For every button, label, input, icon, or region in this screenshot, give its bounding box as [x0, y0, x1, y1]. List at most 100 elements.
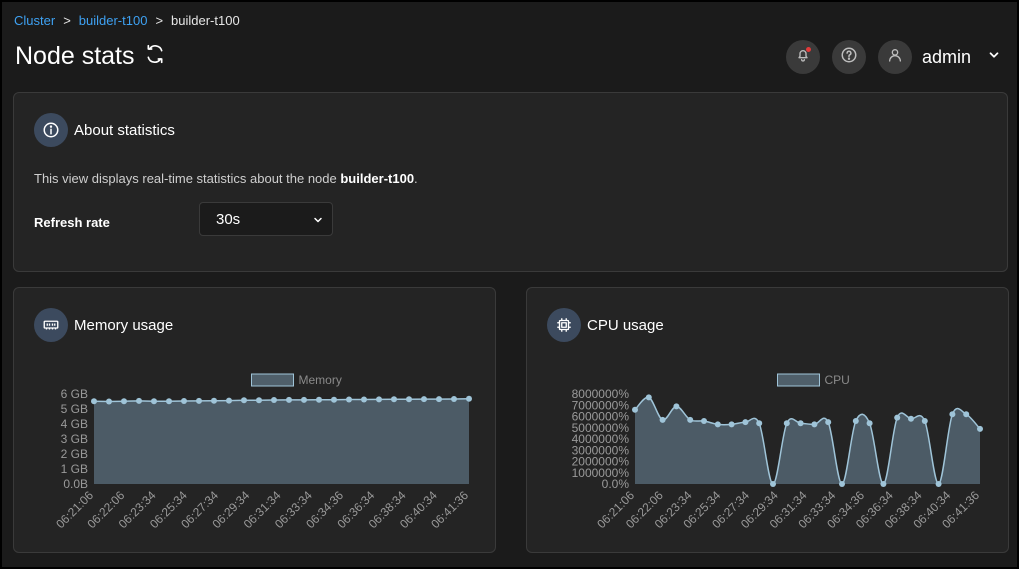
about-text-prefix: This view displays real-time statistics …	[34, 171, 341, 186]
data-point	[645, 394, 652, 401]
data-point	[106, 398, 112, 405]
data-point	[935, 481, 942, 487]
breadcrumb: Cluster > builder-t100 > builder-t100	[14, 13, 240, 28]
data-point	[811, 421, 818, 428]
memory-usage-card: Memory usage Memory 0.0B 1 GB 2 GB 3 GB 4 GB 5…	[13, 287, 496, 553]
header-actions: admin	[785, 40, 1001, 74]
y-tick-label: 3000000%	[572, 443, 630, 457]
data-point	[226, 397, 232, 404]
about-node-name: builder-t100	[340, 171, 415, 186]
refresh-rate-label: Refresh rate	[34, 215, 110, 230]
data-point	[166, 398, 172, 405]
data-point	[797, 420, 804, 427]
series-area	[635, 397, 980, 484]
chevron-down-icon[interactable]	[983, 48, 1001, 67]
page-title: Node stats	[15, 42, 135, 70]
data-point	[316, 396, 322, 403]
data-point	[714, 421, 721, 428]
help-icon	[840, 46, 858, 69]
data-point	[406, 396, 412, 403]
y-tick-label: 3 GB	[61, 432, 88, 446]
y-tick-label: 7000000%	[572, 398, 630, 412]
data-point	[866, 420, 873, 427]
legend-label: Memory	[299, 373, 342, 387]
data-point	[451, 395, 457, 402]
data-point	[361, 396, 367, 403]
cpu-usage-card: CPU usage CPU 0.0% 1000000% 2000000% 3000000…	[526, 287, 1009, 553]
data-point	[196, 397, 202, 404]
y-tick-label: 0.0%	[602, 477, 630, 491]
data-point	[121, 398, 127, 405]
y-tick-label: 5000000%	[572, 421, 630, 435]
y-tick-label: 0.0B	[63, 477, 88, 491]
data-point	[894, 414, 901, 421]
data-point	[852, 418, 859, 424]
data-point	[256, 397, 262, 404]
data-point	[286, 396, 292, 403]
breadcrumb-separator: >	[155, 13, 164, 28]
about-statistics-card: About statistics This view displays real…	[13, 92, 1008, 272]
y-tick-label: 4000000%	[572, 432, 630, 446]
data-point	[949, 411, 956, 418]
legend-label: CPU	[825, 373, 850, 387]
data-point	[136, 397, 142, 404]
data-point	[466, 395, 472, 402]
refresh-icon[interactable]	[145, 44, 165, 69]
user-avatar[interactable]	[877, 40, 912, 74]
data-point	[977, 425, 983, 432]
y-tick-label: 1000000%	[572, 466, 630, 480]
breadcrumb-separator: >	[63, 13, 71, 28]
data-point	[241, 397, 247, 404]
data-point	[742, 419, 749, 426]
breadcrumb-cluster-link[interactable]: Cluster	[14, 13, 56, 28]
title-row: Node stats	[15, 42, 165, 71]
breadcrumb-current: builder-t100	[171, 13, 240, 28]
about-card-header: About statistics	[34, 113, 175, 147]
info-icon	[34, 113, 68, 147]
data-point	[701, 418, 707, 424]
data-point	[421, 396, 427, 403]
data-point	[908, 415, 914, 422]
notifications-button[interactable]	[785, 40, 820, 74]
cpu-card-header: CPU usage	[547, 308, 664, 342]
data-point	[301, 396, 307, 403]
refresh-rate-select[interactable]: 30s	[199, 202, 333, 236]
about-description: This view displays real-time statistics …	[34, 171, 418, 186]
user-icon	[887, 47, 903, 68]
memory-card-header: Memory usage	[34, 308, 173, 342]
memory-card-title: Memory usage	[74, 316, 174, 334]
breadcrumb-node-link[interactable]: builder-t100	[78, 13, 148, 28]
legend-swatch	[777, 373, 820, 387]
data-point	[181, 398, 187, 405]
y-tick-label: 4 GB	[61, 417, 88, 431]
data-point	[687, 416, 694, 423]
data-point	[632, 406, 638, 413]
cpu-card-title: CPU usage	[587, 316, 664, 334]
y-tick-label: 5 GB	[61, 402, 88, 416]
data-point	[391, 396, 397, 403]
cpu-chart: CPU 0.0%1000000%2000000%3000000%4000000%5…	[572, 373, 983, 531]
help-button[interactable]	[831, 40, 866, 74]
about-text-suffix: .	[414, 171, 418, 186]
memory-chip-icon	[34, 308, 68, 342]
about-card-title: About statistics	[74, 121, 175, 139]
bell-icon	[795, 47, 811, 68]
data-point	[346, 396, 352, 403]
y-tick-label: 6000000%	[572, 410, 630, 424]
data-point	[91, 398, 97, 405]
data-point	[436, 396, 442, 403]
data-point	[880, 481, 887, 487]
data-point	[839, 481, 845, 487]
data-point	[963, 411, 970, 418]
data-point	[151, 398, 157, 405]
y-tick-label: 8000000%	[572, 387, 630, 401]
user-name[interactable]: admin	[921, 46, 971, 67]
data-point	[331, 396, 337, 403]
data-point	[659, 416, 666, 423]
data-point	[728, 421, 735, 428]
y-tick-label: 2000000%	[572, 455, 630, 469]
data-point	[921, 418, 928, 424]
refresh-rate-value: 30s	[216, 210, 241, 228]
